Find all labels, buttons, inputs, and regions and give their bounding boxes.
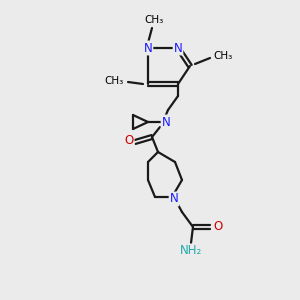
Text: N: N — [144, 41, 152, 55]
Text: N: N — [169, 193, 178, 206]
Text: CH₃: CH₃ — [144, 15, 164, 25]
Text: O: O — [124, 134, 134, 146]
Text: O: O — [213, 220, 223, 232]
Text: N: N — [162, 116, 170, 128]
Text: N: N — [174, 41, 182, 55]
Text: CH₃: CH₃ — [213, 51, 232, 61]
Text: CH₃: CH₃ — [104, 76, 124, 86]
Text: NH₂: NH₂ — [180, 244, 202, 257]
